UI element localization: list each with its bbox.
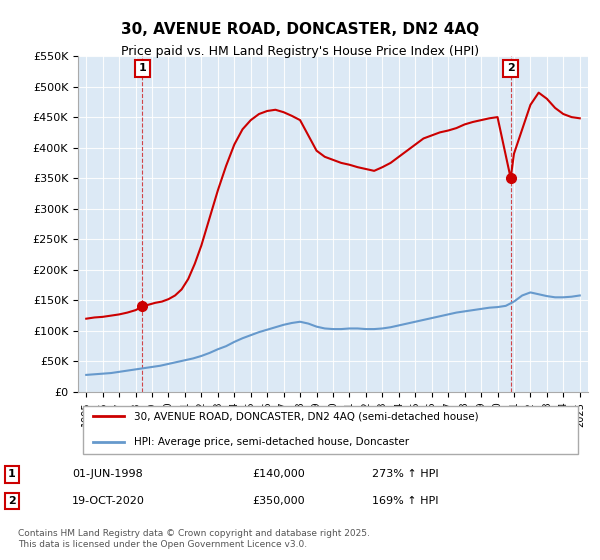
Text: 01-JUN-1998: 01-JUN-1998 <box>72 469 143 479</box>
Text: Price paid vs. HM Land Registry's House Price Index (HPI): Price paid vs. HM Land Registry's House … <box>121 45 479 58</box>
Text: 1: 1 <box>8 469 16 479</box>
FancyBboxPatch shape <box>83 406 578 454</box>
Text: 30, AVENUE ROAD, DONCASTER, DN2 4AQ: 30, AVENUE ROAD, DONCASTER, DN2 4AQ <box>121 22 479 38</box>
Text: £140,000: £140,000 <box>252 469 305 479</box>
Text: 19-OCT-2020: 19-OCT-2020 <box>72 496 145 506</box>
Text: 1: 1 <box>139 63 146 73</box>
Text: HPI: Average price, semi-detached house, Doncaster: HPI: Average price, semi-detached house,… <box>134 436 409 446</box>
Text: 273% ↑ HPI: 273% ↑ HPI <box>372 469 439 479</box>
Text: 2: 2 <box>8 496 16 506</box>
Text: £350,000: £350,000 <box>252 496 305 506</box>
Text: 2: 2 <box>507 63 515 73</box>
Text: Contains HM Land Registry data © Crown copyright and database right 2025.
This d: Contains HM Land Registry data © Crown c… <box>18 529 370 549</box>
Text: 169% ↑ HPI: 169% ↑ HPI <box>372 496 439 506</box>
Text: 30, AVENUE ROAD, DONCASTER, DN2 4AQ (semi-detached house): 30, AVENUE ROAD, DONCASTER, DN2 4AQ (sem… <box>134 412 479 422</box>
